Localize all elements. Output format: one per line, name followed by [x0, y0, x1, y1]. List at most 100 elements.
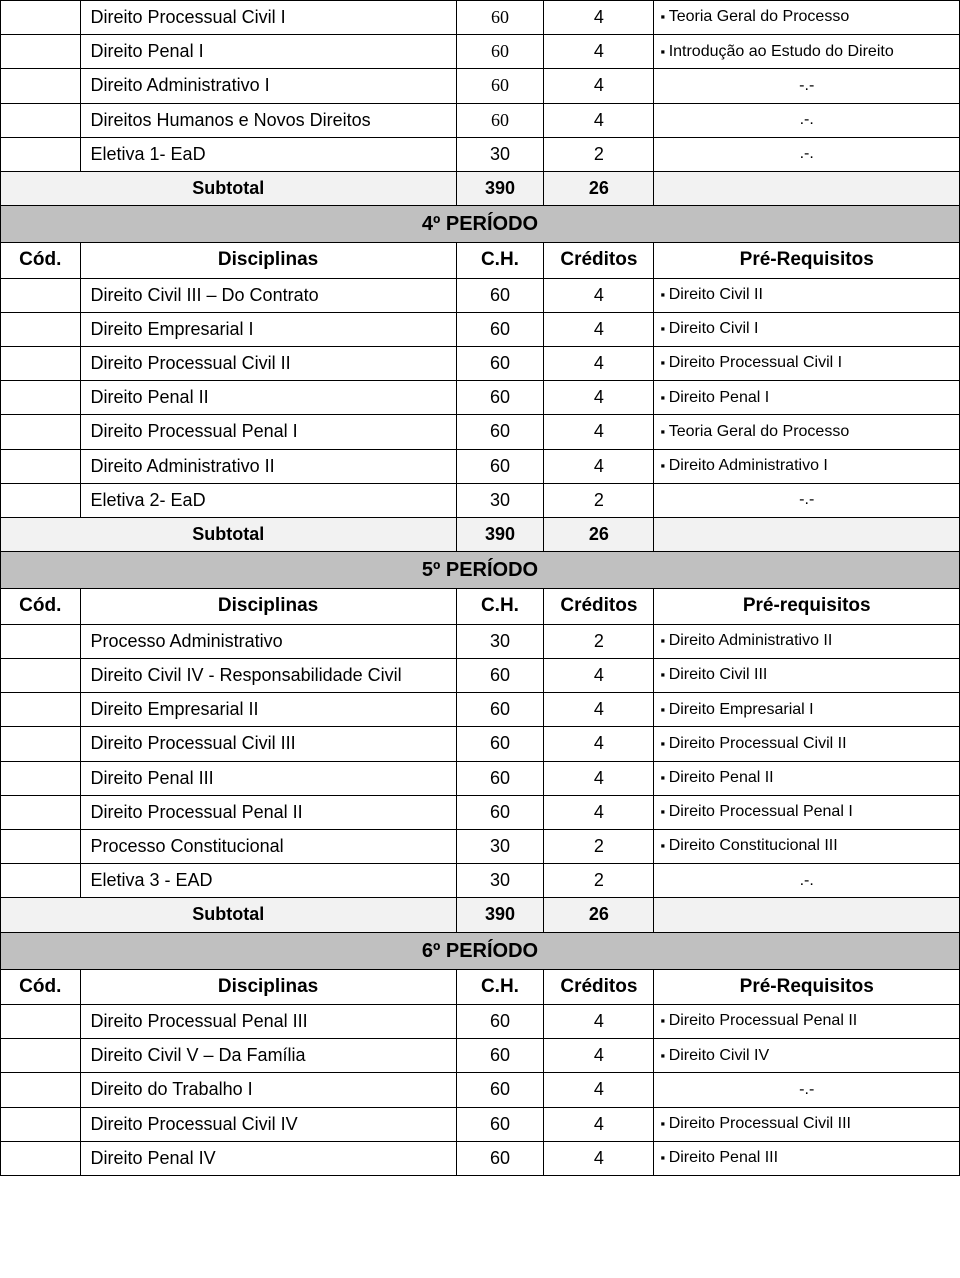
prereq-cell: .-.	[654, 103, 960, 137]
credits-cell: 4	[544, 761, 654, 795]
credits-cell: 4	[544, 312, 654, 346]
ch-cell: 30	[456, 137, 544, 171]
table-row: Direito Processual Penal II604Direito Pr…	[1, 795, 960, 829]
table-row: Direito Processual Civil IV604Direito Pr…	[1, 1107, 960, 1141]
discipline-cell: Eletiva 2- EaD	[80, 483, 456, 517]
prereq-cell: Direito Penal II	[654, 761, 960, 795]
prereq-cell: Teoria Geral do Processo	[654, 415, 960, 449]
ch-cell: 60	[456, 659, 544, 693]
prereq-cell: Direito Penal I	[654, 381, 960, 415]
subtotal-row: Subtotal39026	[1, 171, 960, 205]
header-credits: Créditos	[544, 969, 654, 1005]
discipline-cell: Direito do Trabalho I	[80, 1073, 456, 1107]
ch-cell: 60	[456, 278, 544, 312]
prereq-cell: Direito Civil III	[654, 659, 960, 693]
ch-cell: 60	[456, 1141, 544, 1175]
table-row: Processo Constitucional302Direito Consti…	[1, 829, 960, 863]
subtotal-row: Subtotal39026	[1, 518, 960, 552]
prereq-cell: Direito Processual Penal I	[654, 795, 960, 829]
credits-cell: 4	[544, 659, 654, 693]
table-row: Direito Civil V – Da Família604Direito C…	[1, 1039, 960, 1073]
table-row: Direito Administrativo I604-.-	[1, 69, 960, 103]
credits-cell: 4	[544, 449, 654, 483]
credits-cell: 4	[544, 69, 654, 103]
prereq-cell: .-.	[654, 864, 960, 898]
discipline-cell: Direito Processual Civil I	[80, 1, 456, 35]
credits-cell: 4	[544, 1073, 654, 1107]
prereq-cell: Direito Processual Penal II	[654, 1005, 960, 1039]
credits-cell: 4	[544, 1039, 654, 1073]
header-row: Cód.DisciplinasC.H.CréditosPré-Requisito…	[1, 243, 960, 279]
ch-cell: 30	[456, 829, 544, 863]
header-cod: Cód.	[1, 969, 81, 1005]
header-row: Cód.DisciplinasC.H.CréditosPré-requisito…	[1, 589, 960, 625]
credits-cell: 4	[544, 1107, 654, 1141]
discipline-cell: Direito Penal IV	[80, 1141, 456, 1175]
credits-cell: 4	[544, 381, 654, 415]
prereq-cell: Direito Civil I	[654, 312, 960, 346]
subtotal-ch: 390	[456, 171, 544, 205]
discipline-cell: Direito Administrativo I	[80, 69, 456, 103]
header-prereq: Pré-Requisitos	[654, 243, 960, 279]
discipline-cell: Direito Processual Penal III	[80, 1005, 456, 1039]
header-credits: Créditos	[544, 243, 654, 279]
subtotal-credits: 26	[544, 518, 654, 552]
ch-cell: 30	[456, 864, 544, 898]
table-row: Eletiva 1- EaD302.-.	[1, 137, 960, 171]
subtotal-credits: 26	[544, 898, 654, 932]
prereq-cell: -.-	[654, 1073, 960, 1107]
ch-cell: 60	[456, 1039, 544, 1073]
prereq-cell: -.-	[654, 69, 960, 103]
discipline-cell: Direito Empresarial II	[80, 693, 456, 727]
discipline-cell: Direitos Humanos e Novos Direitos	[80, 103, 456, 137]
discipline-cell: Direito Penal III	[80, 761, 456, 795]
subtotal-row: Subtotal39026	[1, 898, 960, 932]
ch-cell: 60	[456, 35, 544, 69]
period-title-row: 5º PERÍODO	[1, 552, 960, 589]
credits-cell: 4	[544, 1005, 654, 1039]
table-row: Eletiva 2- EaD302-.-	[1, 483, 960, 517]
prereq-cell: Direito Constitucional III	[654, 829, 960, 863]
ch-cell: 30	[456, 483, 544, 517]
period-title-row: 4º PERÍODO	[1, 206, 960, 243]
table-row: Direito Civil IV - Responsabilidade Civi…	[1, 659, 960, 693]
subtotal-label: Subtotal	[1, 171, 457, 205]
ch-cell: 60	[456, 795, 544, 829]
table-row: Direito Administrativo II604Direito Admi…	[1, 449, 960, 483]
header-disc: Disciplinas	[80, 589, 456, 625]
prereq-cell: Teoria Geral do Processo	[654, 1, 960, 35]
credits-cell: 4	[544, 1141, 654, 1175]
credits-cell: 2	[544, 624, 654, 658]
subtotal-label: Subtotal	[1, 898, 457, 932]
table-row: Eletiva 3 - EAD302.-.	[1, 864, 960, 898]
subtotal-ch: 390	[456, 898, 544, 932]
prereq-cell: Direito Administrativo I	[654, 449, 960, 483]
header-disc: Disciplinas	[80, 969, 456, 1005]
credits-cell: 4	[544, 727, 654, 761]
ch-cell: 60	[456, 1107, 544, 1141]
discipline-cell: Direito Civil IV - Responsabilidade Civi…	[80, 659, 456, 693]
header-ch: C.H.	[456, 969, 544, 1005]
header-disc: Disciplinas	[80, 243, 456, 279]
ch-cell: 60	[456, 415, 544, 449]
table-row: Direito Civil III – Do Contrato604Direit…	[1, 278, 960, 312]
ch-cell: 60	[456, 1, 544, 35]
curriculum-table: Direito Processual Civil I604Teoria Gera…	[0, 0, 960, 1176]
table-row: Direito Penal II604Direito Penal I	[1, 381, 960, 415]
discipline-cell: Direito Empresarial I	[80, 312, 456, 346]
ch-cell: 60	[456, 727, 544, 761]
credits-cell: 2	[544, 864, 654, 898]
ch-cell: 60	[456, 347, 544, 381]
header-prereq: Pré-Requisitos	[654, 969, 960, 1005]
table-row: Direito Penal IV604Direito Penal III	[1, 1141, 960, 1175]
period-title: 6º PERÍODO	[1, 932, 960, 969]
prereq-cell: Direito Empresarial I	[654, 693, 960, 727]
header-ch: C.H.	[456, 589, 544, 625]
discipline-cell: Processo Constitucional	[80, 829, 456, 863]
table-row: Direito Processual Civil I604Teoria Gera…	[1, 1, 960, 35]
credits-cell: 2	[544, 137, 654, 171]
discipline-cell: Eletiva 3 - EAD	[80, 864, 456, 898]
table-row: Direito Empresarial I604Direito Civil I	[1, 312, 960, 346]
table-row: Direito Processual Penal III604Direito P…	[1, 1005, 960, 1039]
header-cod: Cód.	[1, 243, 81, 279]
